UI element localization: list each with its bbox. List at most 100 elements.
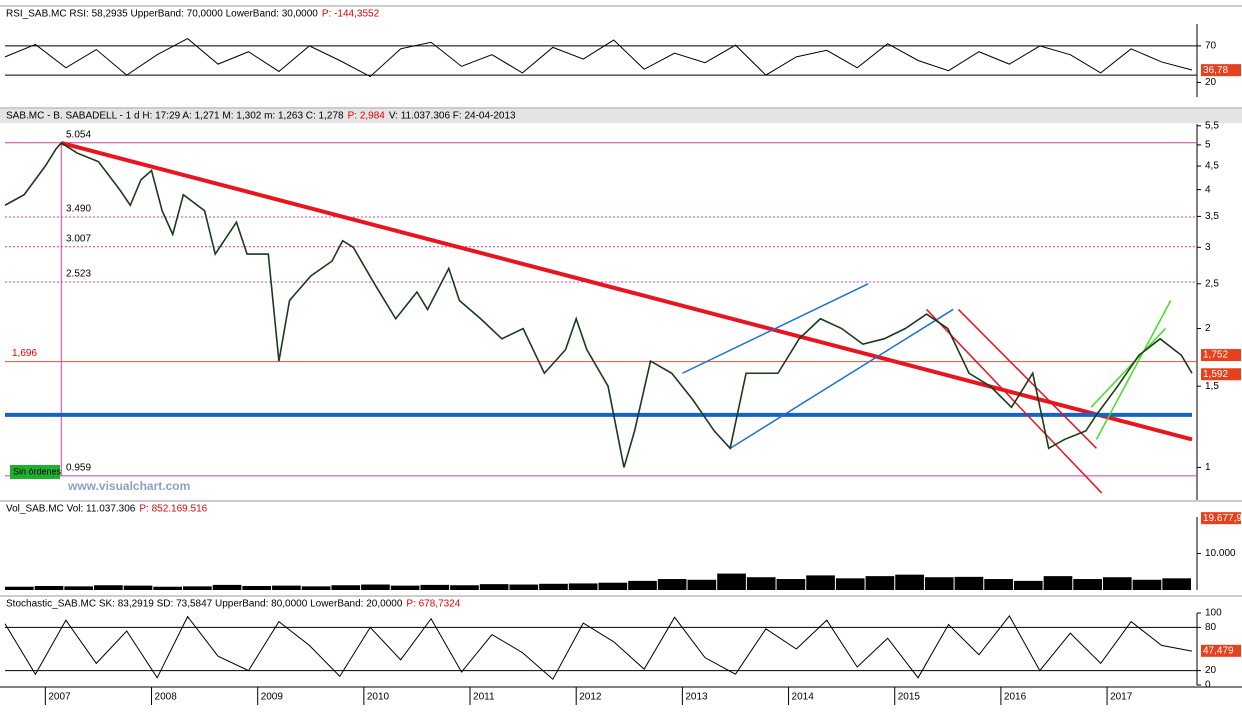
y-tick-label: 20 (1205, 665, 1217, 676)
volume-bar (657, 579, 687, 590)
x-tick-label: 2016 (1004, 692, 1027, 703)
volume-bar (242, 585, 272, 590)
volume-bar (954, 576, 984, 590)
volume-bar (153, 586, 183, 590)
volume-bar (806, 575, 835, 590)
volume-bar (450, 585, 479, 590)
volume-bar (1102, 577, 1132, 590)
y-tick-label: 5 (1205, 140, 1211, 151)
x-tick-label: 2010 (367, 692, 390, 703)
volume-bar (1132, 579, 1162, 590)
x-tick-label: 2007 (48, 692, 71, 703)
trend-line (729, 308, 954, 449)
y-tick-label: 1 (1205, 462, 1211, 473)
trend-line (1095, 300, 1172, 440)
last-value-box (1201, 512, 1241, 525)
x-tick-label: 2014 (792, 692, 815, 703)
y-tick-label: 70 (1205, 41, 1217, 52)
last-value-label: 47,479 (1203, 645, 1234, 656)
volume-bar (272, 585, 301, 590)
panel-header-bg (0, 597, 1242, 611)
trend-line (926, 308, 1103, 494)
y-tick-label: 0 (1205, 680, 1211, 691)
panel-header-tail: V: 11.037.306 F: 24-04-2013 (389, 111, 516, 122)
panel-header-p: P: 678,7324 (406, 599, 460, 610)
y-tick-label: 4,5 (1205, 161, 1219, 172)
x-tick-label: 2012 (579, 692, 602, 703)
volume-bar (5, 586, 34, 590)
level-label: 0.959 (66, 462, 91, 473)
panel-header-bg (0, 502, 1242, 516)
panel-header-bg (0, 7, 1242, 21)
y-tick-label: 10.000 (1205, 548, 1236, 559)
volume-bar (509, 584, 539, 590)
volume-bar (746, 577, 776, 590)
volume-bar (895, 574, 924, 590)
last-value-label: 1,752 (1203, 350, 1228, 361)
last-value-box (1201, 349, 1241, 362)
oscillator-line (4, 614, 1193, 681)
volume-bar (34, 585, 64, 590)
panel-header: RSI_SAB.MC RSI: 58,2935 UpperBand: 70,00… (6, 9, 318, 20)
volume-bar (865, 576, 895, 590)
y-tick-label: 3,5 (1205, 211, 1219, 222)
volume-bar (94, 585, 123, 590)
last-value-label: 19.677,9 (1203, 513, 1242, 524)
level-label: 1,696 (12, 348, 37, 359)
y-tick-label: 20 (1205, 77, 1217, 88)
volume-bar (776, 579, 806, 590)
price-line (4, 141, 1193, 468)
y-tick-label: 100 (1205, 608, 1222, 619)
y-tick-label: 2 (1205, 323, 1211, 334)
volume-bar (1013, 580, 1043, 590)
panel-header: SAB.MC - B. SABADELL - 1 d H: 17:29 A: 1… (6, 111, 344, 122)
y-tick-label: 2,5 (1205, 278, 1219, 289)
volume-bar (1043, 576, 1073, 590)
volume-bar (420, 584, 450, 590)
volume-bar (1073, 579, 1102, 590)
volume-bar (568, 583, 598, 590)
last-value-label: 36,78 (1203, 65, 1228, 76)
volume-bar (361, 584, 390, 590)
last-value-box (1201, 368, 1241, 381)
x-tick-label: 2009 (261, 692, 284, 703)
volume-bar (539, 583, 568, 590)
level-label: 3.490 (66, 204, 91, 215)
panel-header: Stochastic_SAB.MC SK: 83,2919 SD: 73,584… (6, 599, 403, 610)
y-tick-label: 3 (1205, 242, 1211, 253)
volume-bar (598, 582, 628, 590)
volume-bar (331, 585, 361, 590)
panel-header-p: P: 852.169.516 (139, 504, 207, 515)
panel-header-p: P: 2,984 (348, 111, 386, 122)
level-label: 2.523 (66, 269, 91, 280)
oscillator-line (4, 38, 1193, 78)
x-tick-label: 2011 (473, 692, 495, 703)
panel-header: Vol_SAB.MC Vol: 11.037.306 (6, 504, 136, 515)
level-label: 5.054 (66, 129, 91, 140)
volume-bar (1162, 578, 1191, 590)
orders-label: Sin órdenes (13, 466, 62, 476)
volume-bar (123, 585, 153, 590)
volume-bar (212, 584, 242, 590)
volume-bar (984, 579, 1013, 590)
panel-header-p: P: -144,3552 (322, 9, 380, 20)
y-tick-label: 4 (1205, 184, 1211, 195)
y-tick-label: 1,5 (1205, 381, 1219, 392)
y-tick-label: 80 (1205, 622, 1217, 633)
volume-bar (183, 586, 212, 590)
last-value-label: 1,592 (1203, 369, 1228, 380)
x-tick-label: 2017 (1110, 692, 1133, 703)
last-value-box (1201, 64, 1241, 77)
x-tick-label: 2015 (898, 692, 921, 703)
volume-bar (924, 577, 954, 590)
volume-bar (64, 586, 94, 590)
y-tick-label: 5,5 (1205, 120, 1219, 131)
volume-bar (687, 579, 717, 590)
volume-bar (301, 586, 331, 590)
trend-line (682, 283, 869, 374)
volume-bar (835, 578, 865, 590)
last-value-box (1201, 644, 1241, 657)
watermark: www.visualchart.com (67, 479, 190, 493)
volume-bar (479, 584, 509, 590)
